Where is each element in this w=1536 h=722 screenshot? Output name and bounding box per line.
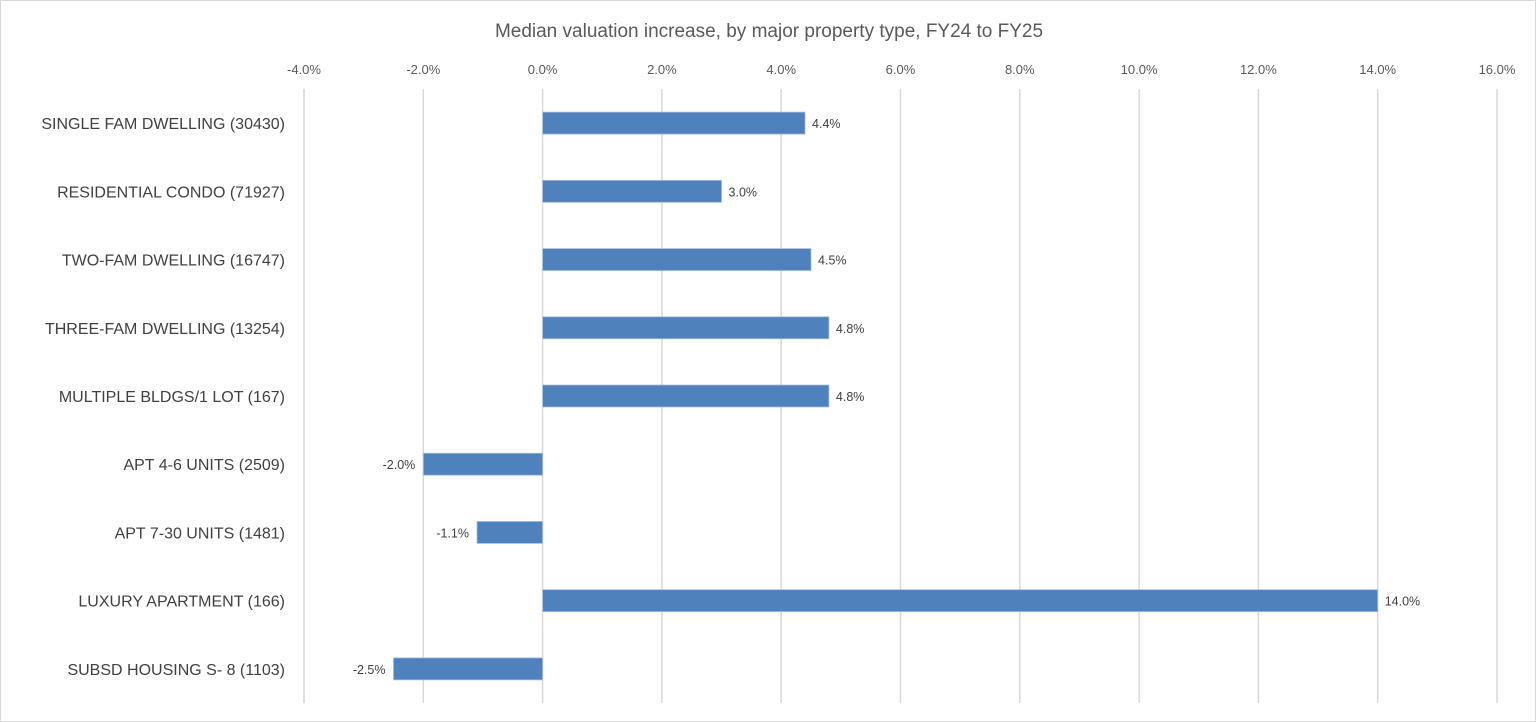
category-label: RESIDENTIAL CONDO (71927) (57, 184, 285, 201)
category-label: LUXURY APARTMENT (166) (78, 594, 285, 611)
x-tick-label: 4.0% (766, 62, 796, 77)
x-tick-label: 6.0% (886, 62, 916, 77)
x-tick-label: 12.0% (1240, 62, 1277, 77)
x-tick-label: 16.0% (1479, 62, 1516, 77)
category-label: TWO-FAM DWELLING (16747) (62, 253, 285, 270)
data-label: 3.0% (729, 185, 758, 199)
bar (542, 248, 812, 271)
data-label: 14.0% (1385, 595, 1420, 609)
data-label: 4.5% (818, 254, 847, 268)
x-tick-label: 10.0% (1121, 62, 1158, 77)
x-tick-label: -2.0% (406, 62, 440, 77)
category-label: APT 4-6 UNITS (2509) (123, 457, 285, 474)
category-label: SUBSD HOUSING S- 8 (1103) (67, 662, 285, 679)
bar (542, 111, 806, 135)
x-tick-label: 2.0% (647, 62, 677, 77)
x-axis-ticks: -4.0% -2.0% 0.0% 2.0% 4.0% 6.0% 8.0% 10.0% 12.0%… (287, 62, 1516, 77)
bar (542, 384, 830, 408)
bar (542, 316, 830, 340)
data-label: 4.8% (836, 390, 865, 404)
x-tick-label: 0.0% (528, 62, 558, 77)
data-label: -2.0% (383, 458, 416, 472)
x-tick-label: -4.0% (287, 62, 321, 77)
x-tick-label: 8.0% (1005, 62, 1035, 77)
x-tick-label: 14.0% (1359, 62, 1396, 77)
bar (422, 452, 543, 476)
bar (393, 657, 544, 681)
bar (542, 589, 1379, 613)
category-label: APT 7-30 UNITS (1481) (115, 525, 285, 542)
data-label: -1.1% (436, 526, 469, 540)
bar (542, 179, 722, 203)
bar (476, 521, 543, 544)
category-label: MULTIPLE BLDGS/1 LOT (167) (59, 389, 285, 406)
category-labels: SINGLE FAM DWELLING (30430) RESIDENTIAL C… (41, 116, 285, 679)
data-label: -2.5% (353, 663, 386, 677)
bars (393, 111, 1379, 681)
data-label: 4.4% (812, 117, 841, 131)
category-label: SINGLE FAM DWELLING (30430) (41, 116, 285, 133)
data-labels: 4.4% 3.0% 4.5% 4.8% 4.8% -2.0% -1.1% 14.0% -2.5% (353, 117, 1420, 677)
data-label: 4.8% (836, 322, 865, 336)
chart-title: Median valuation increase, by major prop… (495, 21, 1043, 42)
category-label: THREE-FAM DWELLING (13254) (45, 321, 285, 338)
